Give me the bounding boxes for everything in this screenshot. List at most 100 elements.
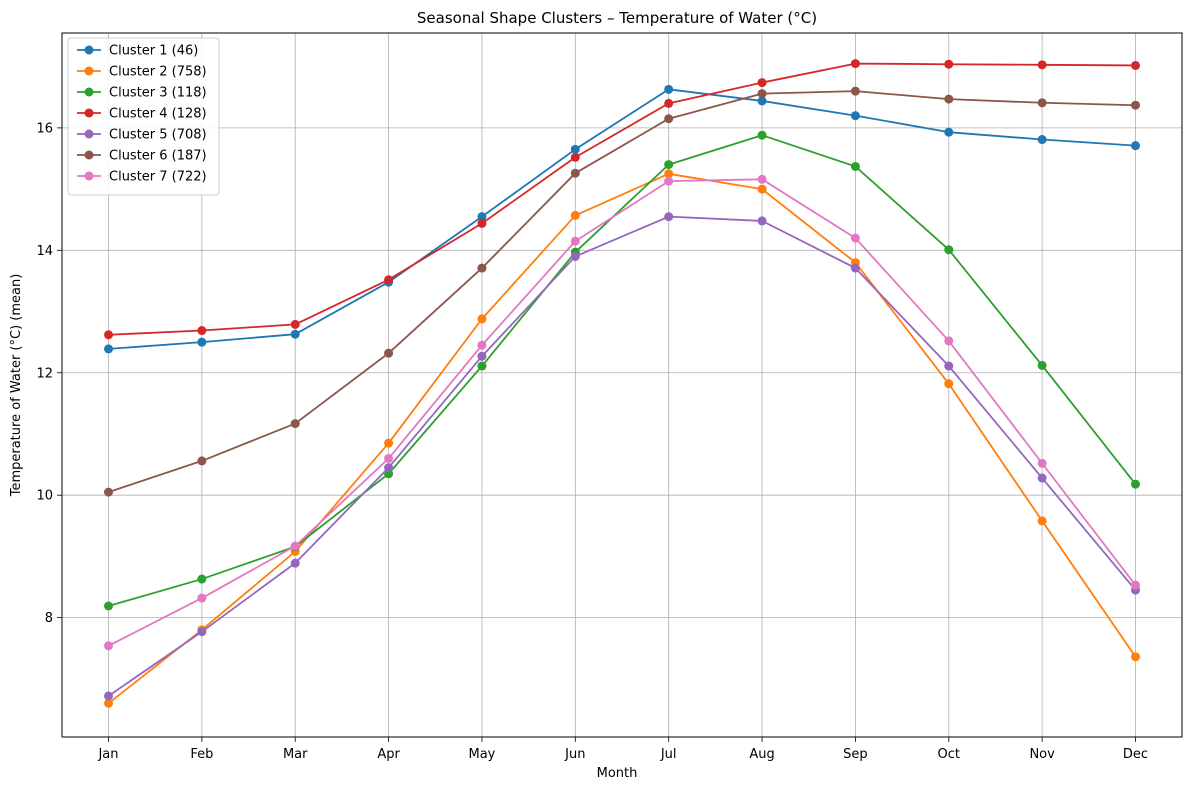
y-axis: 8 10 12 14 16 xyxy=(36,121,62,626)
data-point xyxy=(290,329,300,339)
data-point xyxy=(104,691,113,701)
chart-title: Seasonal Shape Clusters – Temperature of… xyxy=(417,9,817,27)
data-point xyxy=(944,127,954,137)
data-point xyxy=(1037,473,1047,483)
data-point xyxy=(850,161,860,171)
data-point xyxy=(757,96,767,106)
data-point xyxy=(477,218,487,228)
data-point xyxy=(104,641,113,651)
legend-item: Cluster 3 (118) xyxy=(77,86,207,101)
data-point xyxy=(384,463,394,473)
data-point xyxy=(477,263,487,273)
y-tick-label: 10 xyxy=(36,489,53,504)
legend-label: Cluster 3 (118) xyxy=(109,86,207,101)
y-tick-label: 16 xyxy=(36,121,53,136)
legend-item: Cluster 2 (758) xyxy=(77,65,207,80)
series-1 xyxy=(104,84,1140,354)
data-point xyxy=(104,601,113,611)
data-point xyxy=(477,314,487,324)
x-tick-label: Mar xyxy=(283,747,308,762)
x-tick-label: Apr xyxy=(377,747,400,762)
data-point xyxy=(477,351,487,361)
data-point xyxy=(850,263,860,273)
data-point xyxy=(944,59,954,69)
legend-label: Cluster 5 (708) xyxy=(109,128,207,143)
data-point xyxy=(197,326,207,336)
data-point xyxy=(664,169,674,179)
series-line xyxy=(108,134,1137,607)
data-point xyxy=(104,344,113,354)
data-point xyxy=(384,438,394,448)
legend-item: Cluster 7 (722) xyxy=(77,170,207,185)
data-point xyxy=(850,111,860,121)
data-point xyxy=(570,210,580,220)
x-tick-label: Jul xyxy=(660,747,677,762)
x-axis: Jan Feb Mar Apr May Jun Jul Aug Sep Oct Nov Dec xyxy=(97,737,1148,762)
data-point xyxy=(944,336,954,346)
legend-label: Cluster 7 (722) xyxy=(109,170,207,185)
data-point xyxy=(290,419,300,429)
data-point xyxy=(570,168,580,178)
data-point xyxy=(944,245,954,255)
x-axis-label: Month xyxy=(597,766,638,781)
data-point xyxy=(757,130,767,140)
data-point xyxy=(757,78,767,88)
y-tick-label: 8 xyxy=(45,611,53,626)
series-line xyxy=(108,178,1137,647)
data-point xyxy=(850,59,860,69)
data-point xyxy=(757,89,767,99)
data-point xyxy=(197,593,207,603)
data-point xyxy=(664,160,674,170)
data-point xyxy=(757,174,767,184)
data-point xyxy=(1131,580,1140,590)
data-point xyxy=(290,541,300,551)
data-point xyxy=(570,236,580,246)
data-point xyxy=(664,98,674,108)
series-line xyxy=(108,90,1136,493)
data-point xyxy=(1037,135,1047,145)
data-point xyxy=(944,361,954,371)
data-point xyxy=(570,144,580,154)
x-tick-label: Oct xyxy=(938,747,960,762)
data-point xyxy=(850,233,860,243)
data-point xyxy=(664,176,674,186)
data-point xyxy=(477,340,487,350)
plot-frame xyxy=(61,32,1183,738)
legend-swatch-marker xyxy=(84,171,94,181)
legend-item: Cluster 5 (708) xyxy=(77,128,207,143)
data-point xyxy=(197,337,207,347)
data-point xyxy=(664,212,674,222)
x-tick-label: Jan xyxy=(97,747,118,762)
data-point xyxy=(850,86,860,96)
x-tick-label: Dec xyxy=(1123,747,1148,762)
legend-item: Cluster 4 (128) xyxy=(77,107,207,122)
x-tick-label: Feb xyxy=(190,747,213,762)
legend-swatch-marker xyxy=(84,129,94,139)
data-point xyxy=(944,379,954,389)
legend-label: Cluster 4 (128) xyxy=(109,107,207,122)
legend-item: Cluster 6 (187) xyxy=(77,149,207,164)
data-point xyxy=(757,184,767,194)
x-tick-label: Aug xyxy=(749,747,774,762)
legend-swatch-marker xyxy=(84,66,94,76)
data-point xyxy=(104,698,113,708)
x-tick-label: Jun xyxy=(564,747,585,762)
data-point xyxy=(477,361,487,371)
series-3 xyxy=(104,130,1140,611)
data-point xyxy=(664,114,674,124)
data-point xyxy=(664,84,674,94)
x-tick-label: May xyxy=(469,747,496,762)
data-point xyxy=(104,487,113,497)
data-point xyxy=(384,348,394,358)
legend-swatch-marker xyxy=(84,87,94,97)
legend-swatch-marker xyxy=(84,150,94,160)
series-line xyxy=(108,88,1136,350)
data-point xyxy=(1131,100,1140,110)
data-point xyxy=(384,275,394,285)
data-point xyxy=(197,627,207,637)
series-lines xyxy=(104,59,1140,708)
data-point xyxy=(384,453,394,463)
data-point xyxy=(1131,141,1140,151)
series-line xyxy=(108,62,1136,336)
